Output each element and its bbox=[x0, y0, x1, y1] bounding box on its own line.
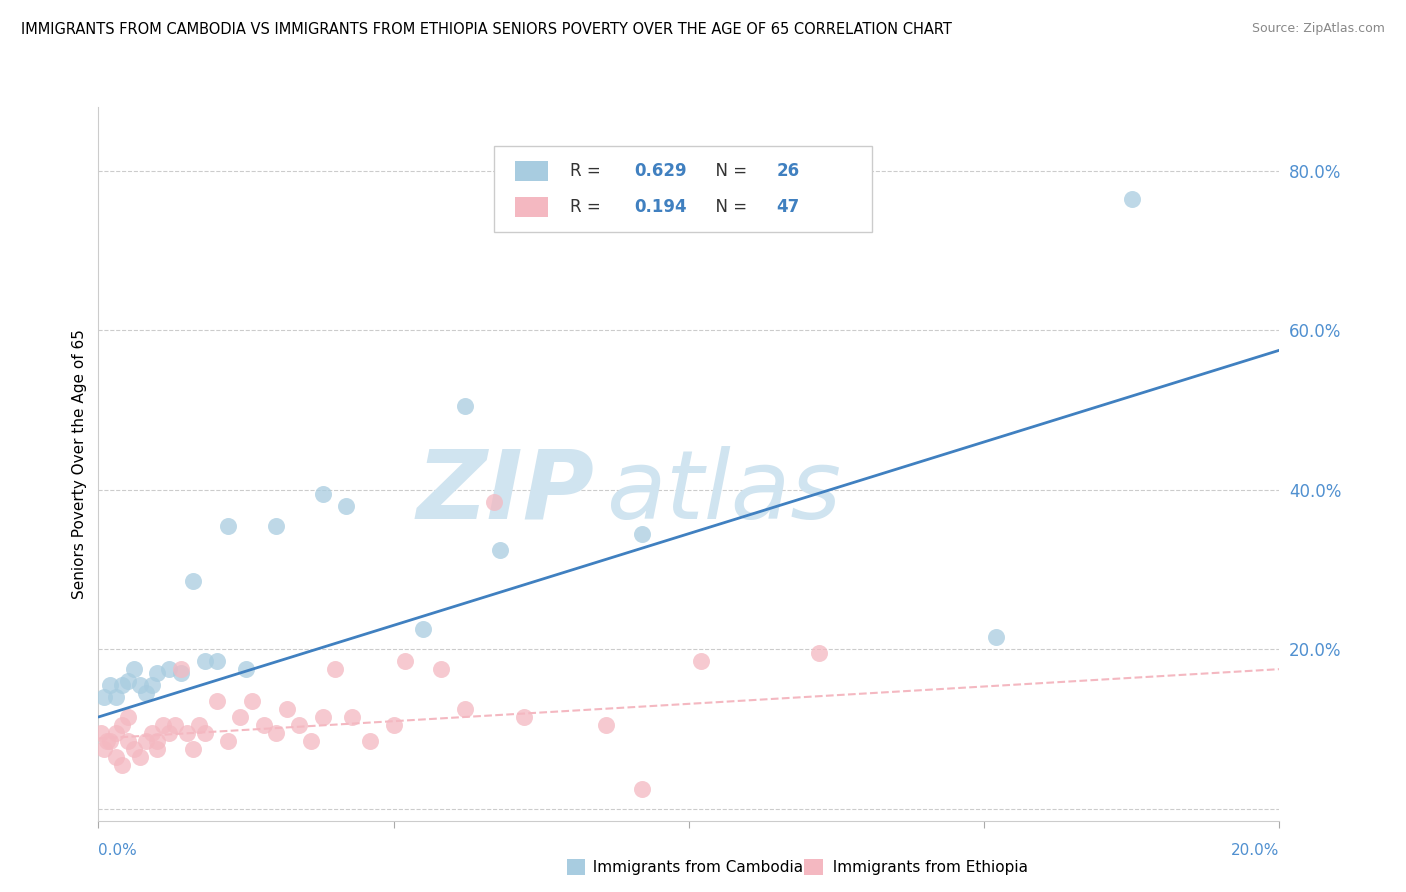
Text: Immigrants from Ethiopia: Immigrants from Ethiopia bbox=[823, 860, 1028, 874]
Point bbox=[96, 734, 118, 748]
Point bbox=[264, 726, 287, 740]
Point bbox=[630, 781, 652, 796]
Point bbox=[312, 487, 335, 501]
Point bbox=[117, 734, 139, 748]
Text: 0.194: 0.194 bbox=[634, 198, 688, 216]
Point bbox=[111, 678, 134, 692]
Point bbox=[111, 718, 134, 732]
Text: 0.0%: 0.0% bbox=[98, 843, 138, 858]
Text: 26: 26 bbox=[776, 162, 800, 180]
Point bbox=[157, 726, 180, 740]
Point bbox=[105, 749, 128, 764]
FancyBboxPatch shape bbox=[494, 146, 872, 232]
Point bbox=[394, 654, 416, 668]
Point bbox=[122, 742, 145, 756]
Point bbox=[240, 694, 263, 708]
Point bbox=[141, 678, 163, 692]
Point bbox=[128, 678, 150, 692]
Point bbox=[382, 718, 405, 732]
Point bbox=[229, 710, 252, 724]
Text: 0.629: 0.629 bbox=[634, 162, 688, 180]
Point bbox=[98, 734, 121, 748]
Point bbox=[117, 674, 139, 689]
Point bbox=[984, 630, 1007, 644]
Point bbox=[128, 749, 150, 764]
Text: 20.0%: 20.0% bbox=[1232, 843, 1279, 858]
Point bbox=[176, 726, 198, 740]
Point bbox=[181, 574, 204, 589]
Point bbox=[165, 718, 187, 732]
Point bbox=[111, 757, 134, 772]
Point bbox=[630, 526, 652, 541]
Point bbox=[170, 666, 193, 681]
Point bbox=[205, 654, 228, 668]
Point bbox=[90, 726, 112, 740]
Point bbox=[312, 710, 335, 724]
Point bbox=[807, 646, 830, 660]
Point bbox=[194, 726, 217, 740]
Text: Immigrants from Cambodia: Immigrants from Cambodia bbox=[583, 860, 804, 874]
Text: IMMIGRANTS FROM CAMBODIA VS IMMIGRANTS FROM ETHIOPIA SENIORS POVERTY OVER THE AG: IMMIGRANTS FROM CAMBODIA VS IMMIGRANTS F… bbox=[21, 22, 952, 37]
Text: 47: 47 bbox=[776, 198, 800, 216]
Point bbox=[170, 662, 193, 676]
FancyBboxPatch shape bbox=[804, 859, 823, 875]
Point bbox=[288, 718, 311, 732]
FancyBboxPatch shape bbox=[516, 161, 548, 181]
Point bbox=[146, 734, 169, 748]
Text: Source: ZipAtlas.com: Source: ZipAtlas.com bbox=[1251, 22, 1385, 36]
Point bbox=[117, 710, 139, 724]
Point bbox=[122, 662, 145, 676]
Point bbox=[276, 702, 298, 716]
Text: atlas: atlas bbox=[606, 446, 841, 539]
Point bbox=[359, 734, 381, 748]
Point bbox=[512, 710, 534, 724]
Point bbox=[253, 718, 276, 732]
Point bbox=[453, 399, 475, 413]
Point bbox=[217, 518, 239, 533]
Point bbox=[146, 666, 169, 681]
Point bbox=[595, 718, 617, 732]
Point bbox=[217, 734, 239, 748]
Point bbox=[146, 742, 169, 756]
Point bbox=[135, 686, 157, 700]
Point bbox=[157, 662, 180, 676]
Point bbox=[141, 726, 163, 740]
Point bbox=[264, 518, 287, 533]
Point bbox=[205, 694, 228, 708]
Point bbox=[93, 690, 115, 704]
Point bbox=[105, 726, 128, 740]
Point bbox=[1121, 192, 1143, 206]
Y-axis label: Seniors Poverty Over the Age of 65: Seniors Poverty Over the Age of 65 bbox=[72, 329, 87, 599]
FancyBboxPatch shape bbox=[567, 859, 585, 875]
Text: N =: N = bbox=[706, 198, 752, 216]
Point bbox=[235, 662, 257, 676]
Point bbox=[323, 662, 346, 676]
Point bbox=[489, 542, 512, 557]
Point bbox=[453, 702, 475, 716]
Text: R =: R = bbox=[569, 198, 606, 216]
Point bbox=[187, 718, 209, 732]
Point bbox=[194, 654, 217, 668]
Text: N =: N = bbox=[706, 162, 752, 180]
FancyBboxPatch shape bbox=[516, 197, 548, 217]
Point bbox=[93, 742, 115, 756]
Point bbox=[135, 734, 157, 748]
Point bbox=[689, 654, 711, 668]
Point bbox=[412, 622, 434, 636]
Point bbox=[105, 690, 128, 704]
Text: R =: R = bbox=[569, 162, 606, 180]
Point bbox=[181, 742, 204, 756]
Point bbox=[98, 678, 121, 692]
Point bbox=[342, 710, 364, 724]
Point bbox=[299, 734, 322, 748]
Point bbox=[335, 499, 357, 513]
Point bbox=[482, 494, 505, 508]
Text: ZIP: ZIP bbox=[416, 446, 595, 539]
Point bbox=[152, 718, 174, 732]
Point bbox=[430, 662, 453, 676]
